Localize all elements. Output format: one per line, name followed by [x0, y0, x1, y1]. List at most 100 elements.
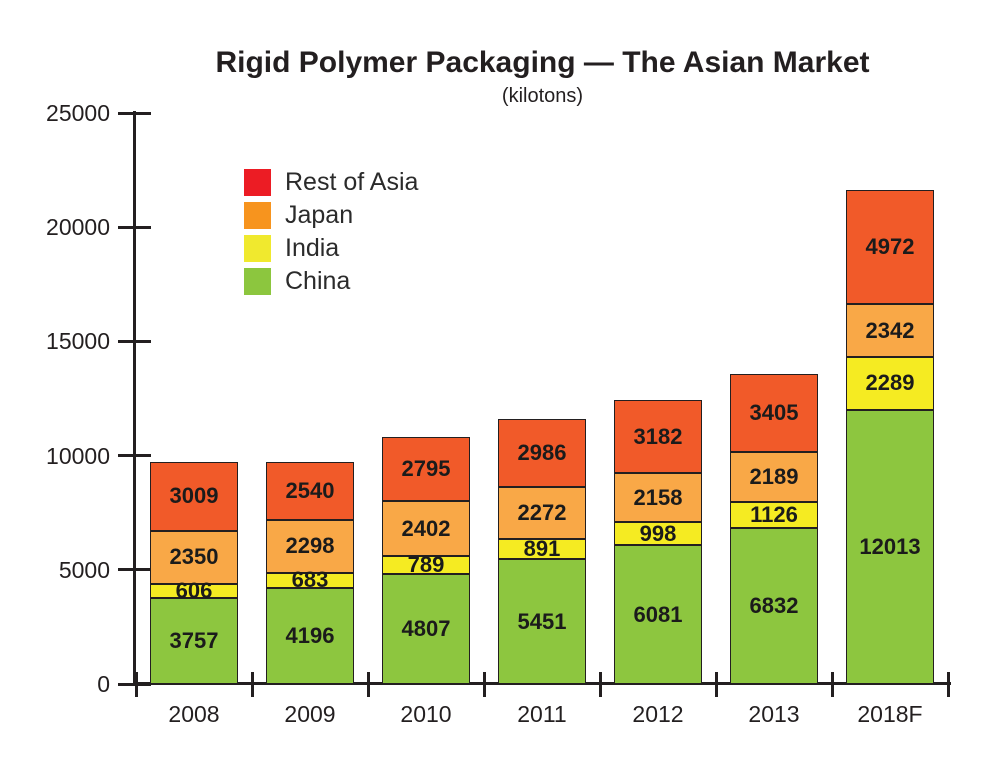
bar-segment-value: 2402	[401, 515, 451, 541]
bar-segment-value: 2289	[865, 370, 915, 396]
bar-2008: 3009 2350 606 3757	[150, 461, 238, 684]
bar-segment-value: 12013	[859, 533, 921, 559]
bar-segment-china: 4807	[382, 574, 470, 684]
bar-segment-value: 789	[407, 552, 445, 578]
chart-subtitle: (kilotons)	[501, 85, 584, 107]
x-tick	[134, 672, 138, 697]
bar-segment-china: 12013	[846, 409, 934, 684]
bar-segment-rest-of-asia: 4972	[846, 190, 934, 304]
bar-segment-value: 6832	[749, 592, 799, 618]
bar-segment-value: 5451	[517, 608, 567, 634]
bar-segment-japan: 2342	[846, 303, 934, 358]
bar-segment-value: 891	[523, 536, 561, 562]
legend-item-india: India	[244, 232, 418, 265]
y-axis	[133, 111, 136, 685]
bar-segment-japan: 2158	[614, 473, 702, 523]
bar-segment-japan: 2272	[498, 487, 586, 540]
bar-segment-value: 2986	[517, 440, 567, 466]
bar-segment-value: 3009	[169, 483, 219, 509]
bar-segment-value: 998	[639, 520, 677, 546]
legend-swatch	[244, 202, 271, 229]
bar-segment-value: 2540	[285, 478, 335, 504]
bar-segment-china: 6832	[730, 527, 818, 684]
x-tick	[598, 672, 602, 697]
bar-2013: 3405 2189 1126 6832	[730, 374, 818, 684]
y-tick	[118, 339, 151, 343]
bar-segment-rest-of-asia: 2540	[266, 462, 354, 521]
bar-segment-value: 4972	[865, 234, 915, 260]
bar-segment-value: 4807	[401, 616, 451, 642]
legend-label: China	[285, 267, 351, 295]
bar-segment-value: 1126	[750, 502, 798, 528]
bar-segment-rest-of-asia: 3009	[150, 461, 238, 531]
y-tick-label: 25000	[46, 100, 110, 126]
bar-segment-india: 789	[382, 552, 470, 578]
x-tick	[946, 672, 950, 697]
y-tick	[118, 111, 151, 115]
legend-label: Japan	[285, 201, 354, 229]
legend-label: Rest of Asia	[285, 168, 419, 196]
bar-segment-india: 998	[614, 520, 702, 546]
bar-segment-china: 6081	[614, 545, 702, 684]
bar-segment-rest-of-asia: 2986	[498, 419, 586, 488]
bar-segment-china: 3757	[150, 598, 238, 684]
bar-segment-value: 4196	[285, 623, 335, 649]
x-category-label: 2010	[400, 701, 452, 727]
legend-item-rest-of-asia: Rest of Asia	[244, 166, 418, 199]
legend-label: India	[285, 234, 340, 262]
bar-segment-japan: 2402	[382, 501, 470, 557]
bar-segment-value: 3405	[749, 400, 799, 426]
bar-segment-japan: 2350	[150, 530, 238, 585]
bar-2012: 3182 2158 998 6081	[614, 400, 702, 684]
bar-segment-china: 4196	[266, 588, 354, 684]
y-tick	[118, 568, 151, 572]
x-category-label: 2012	[632, 701, 684, 727]
bar-segment-value: 2189	[749, 464, 799, 490]
bar-segment-india: 606	[150, 580, 238, 602]
bar-segment-japan: 2298	[266, 520, 354, 573]
bar-segment-japan: 2189	[730, 452, 818, 503]
bar-segment-china: 5451	[498, 559, 586, 684]
bar-2010: 2795 2402 789 4807	[382, 437, 470, 684]
bar-segment-value: 3182	[633, 423, 683, 449]
x-category-label: 2013	[748, 701, 800, 727]
legend: Rest of Asia Japan India China	[244, 166, 418, 298]
bar-segment-india: 683	[266, 569, 354, 591]
bar-segment-rest-of-asia: 2795	[382, 437, 470, 502]
bar-segment-value: 2342	[865, 317, 915, 343]
bar-2011: 2986 2272 891 5451	[498, 419, 586, 684]
y-tick-label: 10000	[46, 442, 110, 469]
x-tick	[482, 672, 486, 697]
bar-segment-value: 2350	[169, 544, 219, 570]
legend-item-japan: Japan	[244, 199, 418, 232]
legend-swatch	[244, 268, 271, 295]
bar-segment-value: 2298	[285, 533, 335, 559]
y-tick-label: 0	[97, 671, 110, 697]
legend-swatch	[244, 235, 271, 262]
bar-segment-rest-of-asia: 3405	[730, 374, 818, 453]
bar-segment-value: 2272	[517, 500, 567, 526]
bar-segment-value: 2158	[633, 484, 683, 510]
bar-segment-value: 2795	[401, 456, 451, 482]
y-tick-label: 20000	[46, 214, 110, 241]
bar-segment-india: 2289	[846, 357, 934, 410]
y-tick	[118, 454, 151, 458]
legend-item-china: China	[244, 265, 418, 298]
bar-segment-value: 3757	[169, 628, 219, 654]
x-category-label: 2009	[284, 701, 336, 727]
x-category-label: 2008	[168, 701, 220, 727]
chart-title: Rigid Polymer Packaging — The Asian Mark…	[215, 46, 870, 79]
x-category-label: 2018F	[857, 701, 923, 727]
bar-segment-rest-of-asia: 3182	[614, 400, 702, 474]
bar-2009: 2540 2298 683 4196	[266, 462, 354, 684]
bar-segment-india: 1126	[730, 502, 818, 528]
legend-swatch	[244, 169, 271, 196]
x-tick	[714, 672, 718, 697]
bar-segment-value: 606	[175, 578, 213, 604]
x-tick	[366, 672, 370, 697]
bar-2018F: 4972 2342 2289 12013	[846, 190, 934, 684]
bar-segment-value: 683	[291, 567, 329, 593]
x-tick	[250, 672, 254, 697]
y-tick	[118, 225, 151, 229]
